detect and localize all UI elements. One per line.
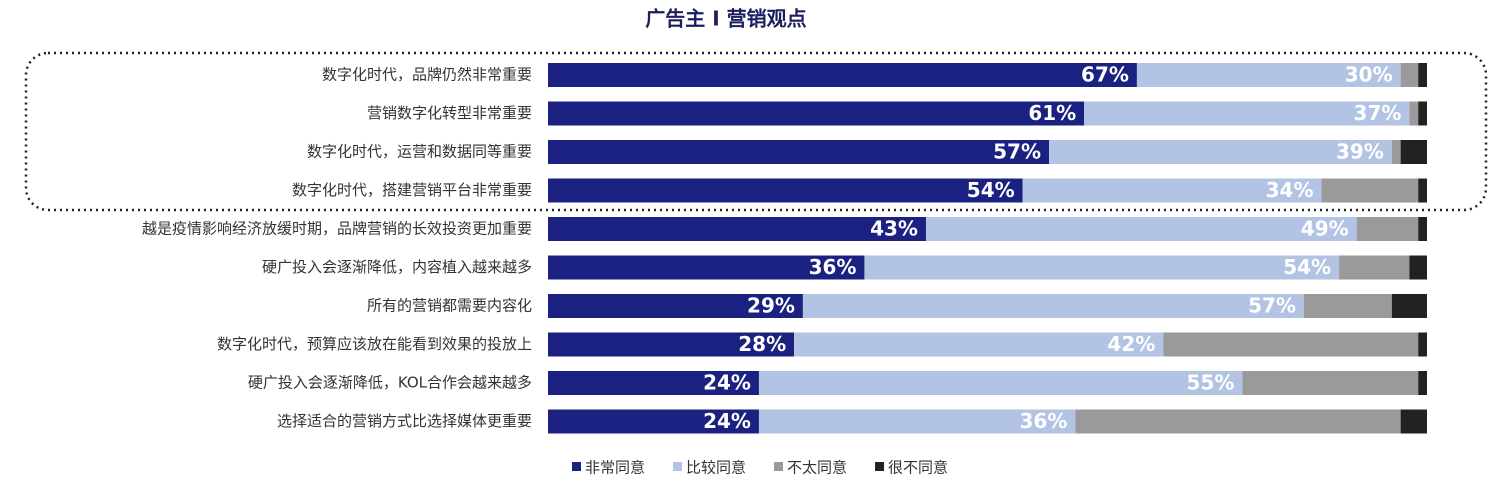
chart-title: 广告主 I 营销观点 (645, 7, 806, 31)
category-label: 选择适合的营销方式比选择媒体更重要 (277, 412, 532, 430)
value-label: 54% (967, 178, 1015, 202)
legend-swatch (774, 462, 784, 471)
bar-segment (1321, 178, 1419, 203)
value-label: 29% (747, 294, 795, 318)
category-label: 数字化时代，预算应该放在能看到效果的投放上 (217, 335, 532, 353)
category-label: 数字化时代，搭建营销平台非常重要 (292, 181, 532, 199)
bar-segment (1400, 63, 1419, 87)
category-label: 越是疫情影响经济放缓时期，品牌营销的长效投资更加重要 (142, 220, 532, 238)
legend-swatch (875, 462, 885, 471)
category-label: 数字化时代，运营和数据同等重要 (307, 143, 532, 161)
bar-segment (1391, 140, 1401, 164)
value-label: 24% (703, 409, 751, 433)
value-label: 39% (1336, 140, 1384, 164)
bar-segment (548, 255, 865, 280)
legend-label: 比较同意 (686, 459, 746, 477)
bar-segment (802, 294, 1304, 318)
bar-segment (1418, 332, 1427, 357)
bar-segment (548, 101, 1085, 126)
bar-segment (794, 332, 1164, 357)
value-label: 28% (738, 332, 786, 356)
bar-segment (1136, 63, 1401, 87)
category-label: 数字化时代，品牌仍然非常重要 (322, 66, 532, 84)
bar-segment (1242, 371, 1419, 395)
value-label: 34% (1266, 178, 1314, 202)
bar-segment (1418, 63, 1427, 87)
category-label: 硬广投入会逐渐降低，KOL合作会越来越多 (248, 374, 532, 392)
bar-segment (1400, 409, 1427, 434)
bar-segment (1418, 101, 1427, 126)
bar-segment (1418, 217, 1427, 241)
bar-segment (758, 371, 1243, 395)
category-label: 营销数字化转型非常重要 (367, 104, 532, 122)
value-label: 36% (1020, 409, 1068, 433)
legend-label: 非常同意 (585, 459, 645, 477)
highlight-frame (24, 51, 1488, 212)
bar-segment (1339, 255, 1410, 280)
value-label: 57% (993, 140, 1041, 164)
bar-segment (1049, 140, 1392, 164)
value-label: 54% (1283, 255, 1331, 279)
value-label: 57% (1248, 294, 1296, 318)
legend-label: 很不同意 (888, 459, 948, 477)
category-label: 所有的营销都需要内容化 (367, 297, 532, 315)
bar-segment (758, 409, 1076, 434)
bar-segment (1418, 371, 1427, 395)
bar-segment (548, 63, 1137, 87)
legend-swatch (673, 462, 683, 471)
bar-segment (925, 217, 1357, 241)
value-label: 55% (1187, 371, 1235, 395)
bar-segment (864, 255, 1340, 280)
bar-segment (1400, 140, 1427, 164)
value-label: 30% (1345, 63, 1393, 87)
value-label: 43% (870, 217, 918, 241)
value-label: 49% (1301, 217, 1349, 241)
bar-segment (1418, 178, 1427, 203)
legend-label: 不太同意 (787, 459, 847, 477)
value-label: 61% (1028, 101, 1076, 125)
bar-segment (548, 217, 926, 241)
bar-segment (1356, 217, 1419, 241)
bar-segment (1303, 294, 1392, 318)
category-label: 硬广投入会逐渐降低，内容植入越来越多 (262, 258, 532, 276)
bar-segment (548, 178, 1023, 203)
value-label: 42% (1107, 332, 1155, 356)
bar-segment (548, 294, 803, 318)
bar-segment (548, 409, 759, 434)
bar-segment (548, 140, 1050, 164)
value-label: 67% (1081, 63, 1129, 87)
bar-segment (1409, 255, 1427, 280)
bar-segment (1084, 101, 1410, 126)
bar-segment (1075, 409, 1401, 434)
value-label: 24% (703, 371, 751, 395)
bar-segment (1391, 294, 1427, 318)
value-label: 36% (809, 255, 857, 279)
value-label: 37% (1354, 101, 1402, 125)
legend-swatch (572, 462, 581, 471)
bar-segment (548, 371, 759, 395)
bar-segment (1163, 332, 1419, 357)
bar-segment (1022, 178, 1322, 203)
bar-segment (1409, 101, 1419, 126)
bar-segment (548, 332, 795, 357)
